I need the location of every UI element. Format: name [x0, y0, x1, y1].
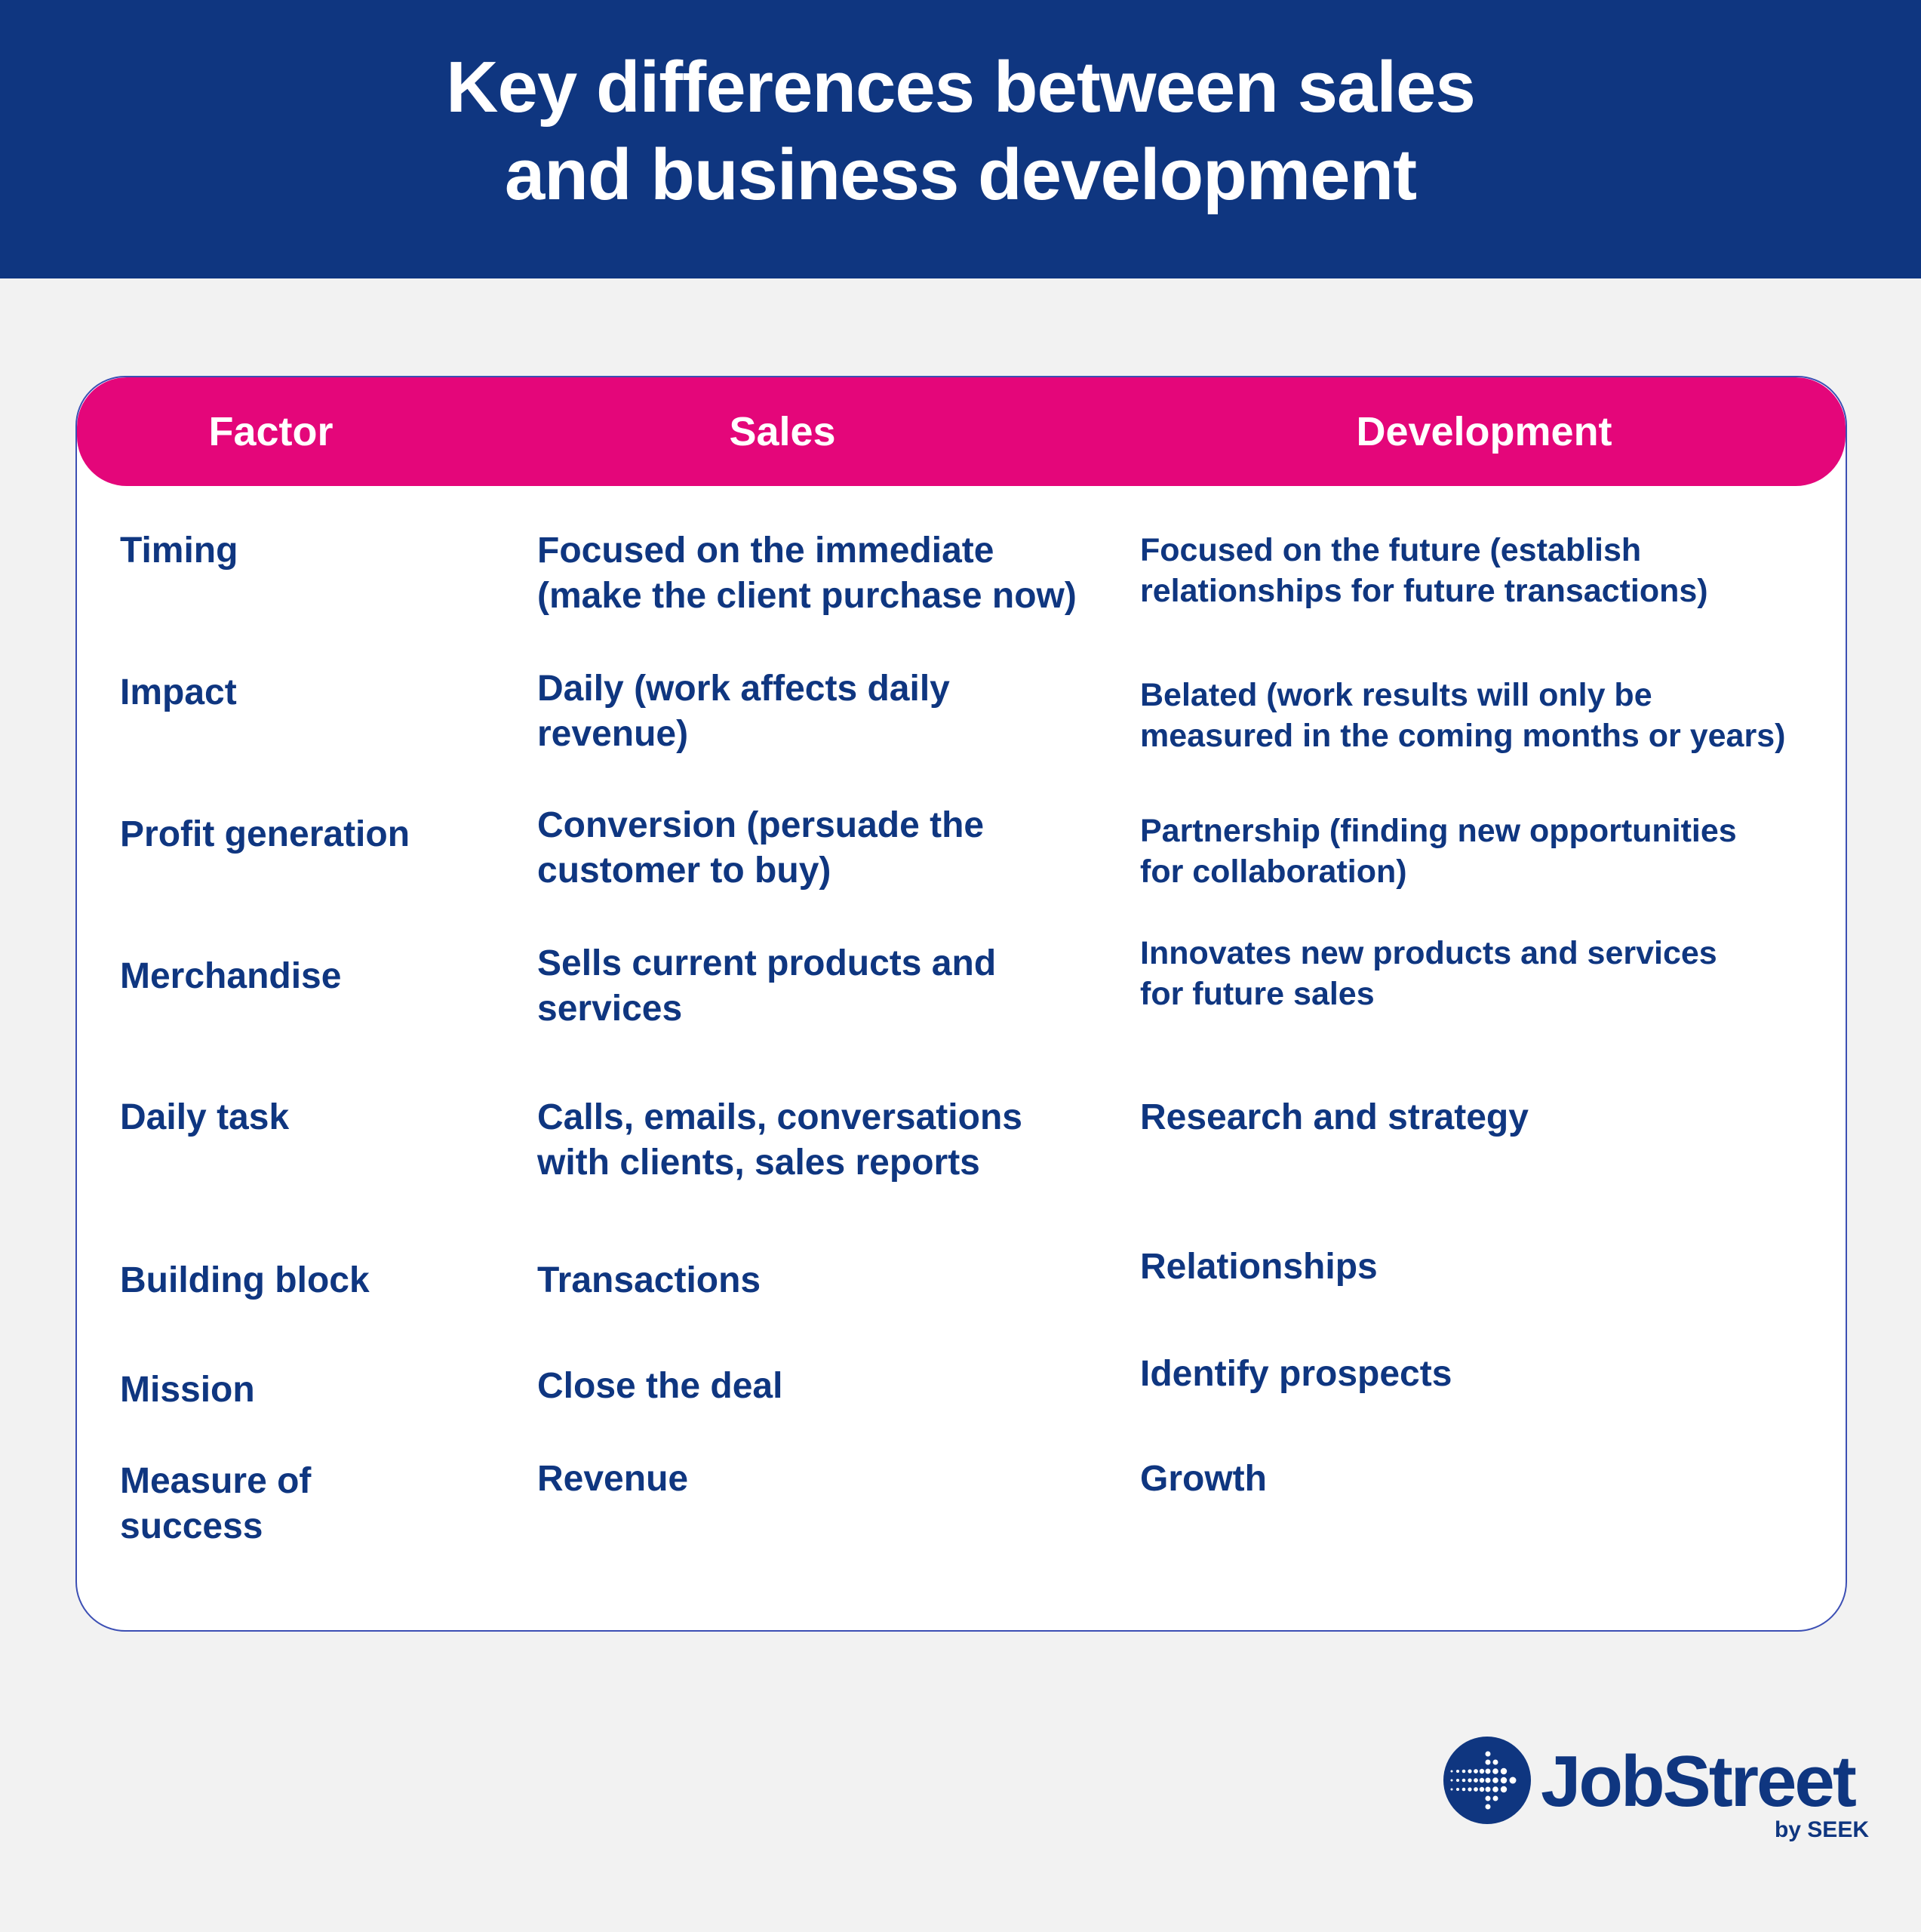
- dotted-arrow-circle-icon: [1443, 1737, 1531, 1824]
- header-banner: Key differences between sales and busine…: [0, 0, 1921, 278]
- logo-subtitle: by SEEK: [1774, 1817, 1869, 1842]
- row-sales: Conversion (persuade the customer to buy…: [537, 805, 985, 891]
- logo-wordmark: JobStreet: [1541, 1741, 1857, 1822]
- row-development: Identify prospects: [1140, 1354, 1452, 1394]
- row-factor: Daily task: [120, 1097, 290, 1137]
- row-development: Partnership (finding new opportunities f…: [1140, 813, 1737, 890]
- row-factor: Merchandise: [120, 956, 342, 996]
- row-sales: Sells current products and services: [537, 943, 997, 1029]
- title-line-2: and business development: [504, 134, 1417, 215]
- row-development: Research and strategy: [1140, 1097, 1529, 1137]
- column-header-factor: Factor: [208, 409, 333, 454]
- row-development: Innovates new products and services for …: [1140, 935, 1717, 1012]
- row-development: Relationships: [1140, 1247, 1378, 1287]
- row-sales: Calls, emails, conversations with client…: [537, 1097, 1022, 1183]
- page-title: Key differences between sales and busine…: [0, 44, 1921, 219]
- row-sales: Focused on the immediate (make the clien…: [537, 531, 1077, 616]
- comparison-table: Factor Sales Development Timing Focused …: [75, 376, 1847, 1632]
- column-header-sales: Sales: [729, 409, 836, 454]
- title-line-1: Key differences between sales: [446, 47, 1476, 128]
- row-sales: Close the deal: [537, 1366, 783, 1406]
- row-factor: Mission: [120, 1370, 255, 1410]
- row-factor: Building block: [120, 1260, 370, 1300]
- row-factor: Profit generation: [120, 814, 410, 854]
- row-development: Belated (work results will only be measu…: [1140, 677, 1786, 754]
- row-sales: Daily (work affects daily revenue): [537, 669, 950, 754]
- row-factor: Impact: [120, 672, 237, 712]
- jobstreet-logo: JobStreet by SEEK: [1443, 1733, 1895, 1846]
- row-development: Growth: [1140, 1459, 1267, 1499]
- row-factor: Timing: [120, 531, 238, 571]
- row-development: Focused on the future (establish relatio…: [1140, 532, 1708, 609]
- column-header-development: Development: [1356, 409, 1612, 454]
- table-header: Factor Sales Development: [77, 377, 1846, 486]
- row-sales: Revenue: [537, 1459, 689, 1499]
- row-factor: Measure of success: [120, 1461, 312, 1546]
- row-sales: Transactions: [537, 1260, 761, 1300]
